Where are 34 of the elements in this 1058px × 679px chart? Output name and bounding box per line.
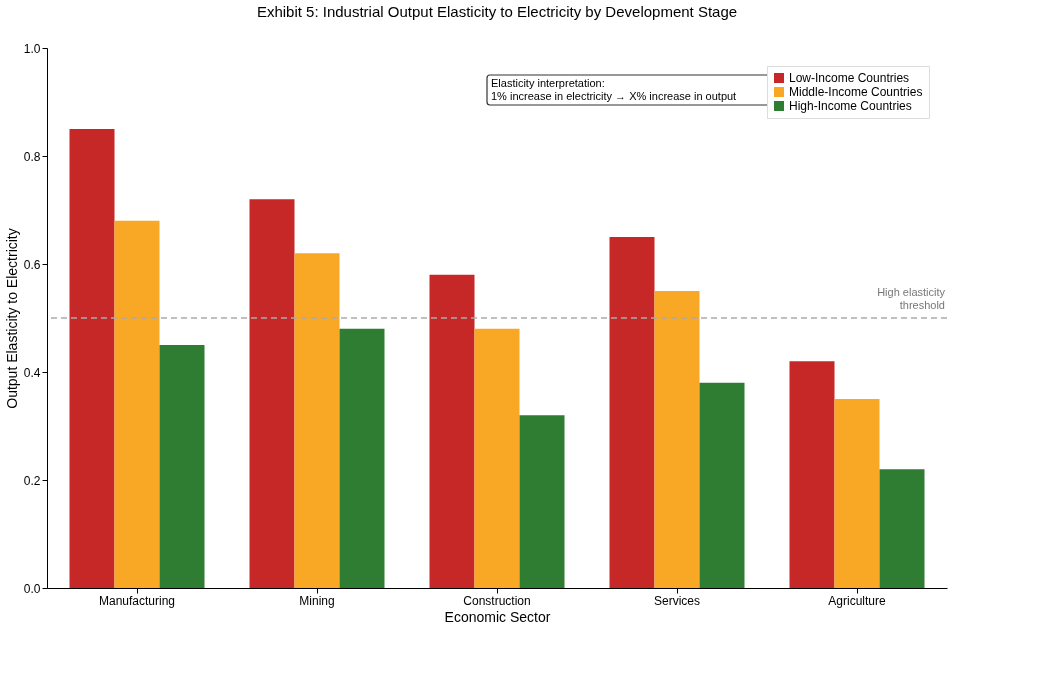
- x-tick-label: Services: [653, 593, 701, 608]
- bar: [114, 220, 160, 588]
- y-axis-title: Output Elasticity to Electricity: [3, 228, 20, 409]
- chart-title: Exhibit 5: Industrial Output Elasticity to Electricity by Development Stage: [256, 3, 738, 20]
- bar: [294, 253, 340, 588]
- bar: [159, 345, 205, 588]
- bar: [249, 199, 295, 588]
- x-tick-label: Mining: [299, 593, 335, 608]
- legend-label: Low-Income Countries: [789, 71, 910, 85]
- bar: [429, 274, 475, 588]
- bar: [474, 328, 520, 588]
- bar: [609, 237, 655, 588]
- x-tick-label: Construction: [463, 593, 531, 608]
- x-axis-title: Economic Sector: [444, 608, 551, 625]
- bar: [789, 361, 835, 588]
- bar: [654, 291, 700, 588]
- legend-label: Middle-Income Countries: [789, 85, 923, 99]
- x-tick-label: Agriculture: [828, 593, 886, 608]
- y-tick-label: 0.6: [23, 257, 41, 272]
- y-tick-label: 0.2: [23, 473, 41, 488]
- y-tick-label: 1.0: [23, 41, 41, 56]
- y-tick-label: 0.8: [23, 149, 41, 164]
- bar: [699, 382, 745, 588]
- bar: [879, 469, 925, 588]
- x-tick-label: Manufacturing: [98, 593, 176, 608]
- annotation: Elasticity interpretation: 1% increase in electricity → X% increase in output: [491, 77, 737, 102]
- legend-label: High-Income Countries: [789, 99, 912, 113]
- y-tick-label: 0.0: [23, 581, 41, 596]
- bar: [519, 415, 565, 588]
- bar: [834, 399, 880, 588]
- bar: [69, 129, 115, 588]
- bar: [339, 328, 385, 588]
- y-tick-label: 0.4: [23, 365, 41, 380]
- ref-line-label: High elasticity threshold: [877, 286, 946, 311]
